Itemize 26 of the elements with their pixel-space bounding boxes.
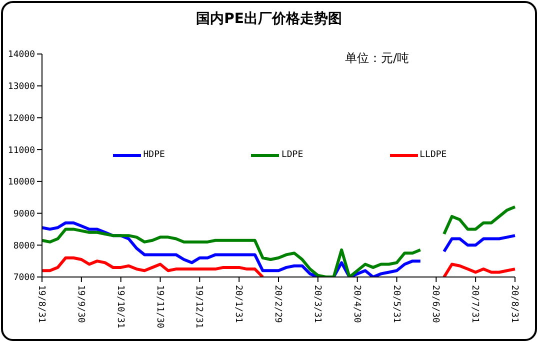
x-tick-label: 19/8/31	[36, 285, 46, 323]
x-tick-label: 20/8/31	[509, 285, 519, 323]
y-tick-label: 8000	[13, 241, 35, 252]
x-tick-label: 19/11/30	[154, 285, 164, 328]
legend-label: LDPE	[281, 150, 304, 160]
x-tick-label: 20/3/31	[312, 285, 322, 323]
legend-label: LLDPE	[420, 150, 447, 160]
x-tick-label: 19/12/31	[194, 285, 204, 328]
y-tick-label: 12000	[8, 114, 35, 124]
x-tick-label: 20/2/29	[272, 285, 282, 323]
y-tick-label: 11000	[8, 146, 35, 156]
y-tick-label: 13000	[8, 82, 35, 92]
chart-title: 国内PE出厂价格走势图	[195, 10, 343, 28]
x-tick-label: 20/1/31	[233, 285, 244, 323]
y-tick-label: 9000	[13, 209, 35, 220]
annotation: 单位：元/吨	[345, 50, 410, 67]
x-tick-label: 20/5/31	[390, 285, 401, 323]
x-tick-label: 20/7/31	[470, 285, 480, 323]
legend-label: HDPE	[143, 150, 165, 160]
y-tick-label: 14000	[8, 50, 35, 60]
x-tick-label: 19/9/30	[75, 285, 86, 323]
x-tick-label: 20/6/30	[430, 285, 440, 323]
y-tick-label: 7000	[13, 273, 35, 284]
x-tick-label: 20/4/30	[351, 285, 362, 323]
x-tick-label: 19/10/31	[114, 285, 125, 328]
y-tick-label: 10000	[8, 178, 35, 188]
